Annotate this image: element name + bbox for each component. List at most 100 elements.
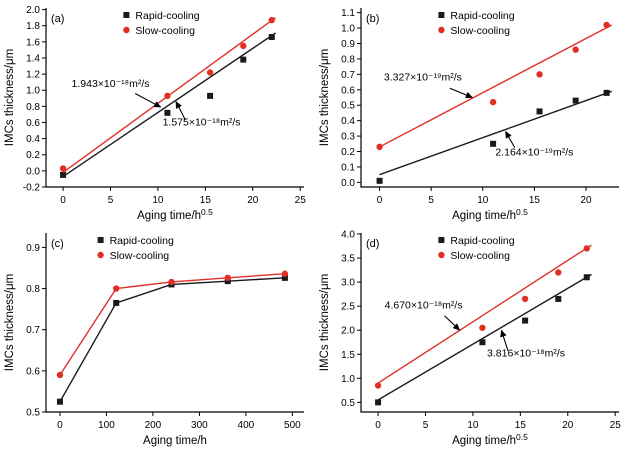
legend: Rapid-cooling Slow-cooling — [438, 235, 515, 262]
axes: 0 5 10 15 20 25 0.5 1.0 1.5 2.0 2.5 3.0 3.5 4.0 — [341, 229, 621, 431]
axes: 0 5 10 15 20 25 -0.2 0.0 0.2 0.4 0.6 0.8 1.0 1.2 1.4 1.… — [23, 5, 306, 206]
data-point-square — [164, 109, 171, 116]
chart-text: 500 — [284, 420, 301, 431]
annotation-arrow — [134, 92, 162, 108]
chart-text: (a) — [51, 13, 64, 25]
chart-text: 10 — [467, 420, 479, 431]
chart-text: Rapid-cooling — [450, 235, 514, 247]
data-point-circle — [376, 143, 383, 151]
chart-text: Slow-cooling — [110, 250, 170, 262]
series-rapid-cooling — [56, 274, 288, 405]
data-point-square — [60, 171, 67, 178]
chart-text: (b) — [366, 13, 379, 25]
chart-text: 5 — [108, 195, 114, 206]
chart-text: Rapid-cooling — [110, 235, 174, 247]
chart-text: 2.0 — [341, 326, 355, 337]
data-point-circle — [240, 42, 247, 50]
chart-text: 0.8 — [341, 54, 355, 65]
x-axis-label: Aging time/h0.5 — [137, 207, 213, 222]
data-point-square — [479, 339, 486, 346]
chart-text: 20 — [562, 420, 574, 431]
data-point-square — [207, 92, 214, 99]
chart-text: 3.5 — [341, 254, 355, 265]
chart-text: 5 — [423, 420, 429, 431]
chart-text: 0.0 — [26, 166, 40, 177]
chart-text: 15 — [529, 195, 541, 206]
chart-text: 20 — [247, 195, 259, 206]
chart-text: Slow-cooling — [450, 25, 510, 37]
chart-text: 1.0 — [26, 86, 40, 97]
chart-text: 10 — [152, 195, 164, 206]
y-axis-label: IMCs thickness/μm — [319, 49, 331, 146]
data-point-circle — [479, 324, 486, 331]
data-point-circle — [56, 371, 64, 379]
chart-text: 0.6 — [341, 85, 355, 96]
data-point-square — [572, 97, 579, 104]
x-axis-label: Aging time/h0.5 — [452, 207, 528, 222]
series-rapid-cooling — [376, 89, 613, 184]
data-point-square — [376, 177, 383, 184]
data-point-circle — [59, 165, 67, 172]
chart-text: 3.327×10⁻¹⁹m²/s — [384, 72, 462, 84]
chart-text: 2.0 — [26, 5, 40, 16]
annotation: 1.575×10⁻¹⁸m²/s — [163, 101, 241, 129]
data-point-square — [603, 89, 610, 96]
chart-text: Rapid-cooling — [450, 10, 514, 22]
data-point-square — [113, 299, 120, 306]
series-slow-cooling — [56, 270, 289, 379]
legend: Rapid-cooling Slow-cooling — [123, 10, 200, 37]
chart-text: 1.943×10⁻¹⁸m²/s — [72, 78, 150, 90]
chart-text: 0.8 — [26, 102, 40, 113]
legend-marker-circle — [438, 26, 445, 34]
chart-text: 0.2 — [26, 150, 40, 161]
legend-marker-circle — [123, 26, 130, 34]
chart-text: 0.0 — [341, 178, 355, 189]
x-axis-label: Aging time/h0.5 — [452, 432, 528, 447]
chart-text: 0.3 — [341, 132, 355, 143]
chart-text: 1.1 — [341, 8, 355, 19]
legend-marker-square — [123, 12, 130, 18]
annotation: 3.816×10⁻¹⁸m²/s — [487, 329, 565, 360]
data-point-circle — [555, 269, 562, 276]
chart-text: 20 — [580, 195, 592, 206]
chart-text: 25 — [610, 420, 622, 431]
chart-text: 0.7 — [341, 70, 355, 81]
data-point-circle — [224, 274, 231, 282]
chart-text: 4.670×10⁻¹⁸m²/s — [385, 300, 463, 312]
chart-panel-c: 0 100 200 300 400 500 0.5 0.6 0.7 0.8 0.9 Aging tim… — [4, 233, 304, 447]
chart-text: 400 — [238, 420, 255, 431]
chart-text: 1.4 — [26, 53, 40, 64]
data-point-circle — [374, 382, 382, 389]
legend-marker-square — [438, 12, 445, 18]
chart-text: 1.5 — [341, 350, 355, 361]
data-point-square — [583, 274, 590, 281]
chart-text: 0 — [375, 420, 381, 431]
chart-text: 5 — [428, 195, 434, 206]
chart-text: 0.9 — [341, 39, 355, 50]
chart-panel-b: 0 5 10 15 20 0.0 0.1 0.2 0.3 0.4 0.5 0.6 0.7 0.8 0.9 1.… — [319, 8, 619, 222]
chart-text: 15 — [515, 420, 527, 431]
legend: Rapid-cooling Slow-cooling — [97, 235, 174, 262]
data-point-square — [240, 56, 247, 63]
series-rapid-cooling — [375, 273, 592, 406]
data-point-square — [555, 295, 562, 302]
chart-text: 0.6 — [26, 118, 40, 129]
annotation: 2.164×10⁻¹⁹m²/s — [495, 130, 573, 158]
chart-text: 0.7 — [26, 325, 40, 336]
data-point-circle — [168, 278, 175, 286]
data-point-square — [224, 278, 231, 285]
chart-text: 1.8 — [26, 21, 40, 32]
chart-text: Slow-cooling — [450, 250, 510, 262]
data-point-circle — [281, 270, 289, 277]
chart-text: Slow-cooling — [135, 25, 195, 37]
annotation-arrow — [449, 87, 473, 99]
chart-text: 100 — [98, 420, 115, 431]
chart-text: 0.5 — [26, 408, 40, 419]
data-point-square — [536, 108, 543, 115]
chart-text: (c) — [51, 238, 64, 250]
chart-text: 2.164×10⁻¹⁹m²/s — [495, 146, 573, 158]
annotation-arrow — [175, 101, 186, 121]
legend-marker-circle — [438, 251, 445, 259]
chart-text: 0.4 — [26, 134, 40, 145]
